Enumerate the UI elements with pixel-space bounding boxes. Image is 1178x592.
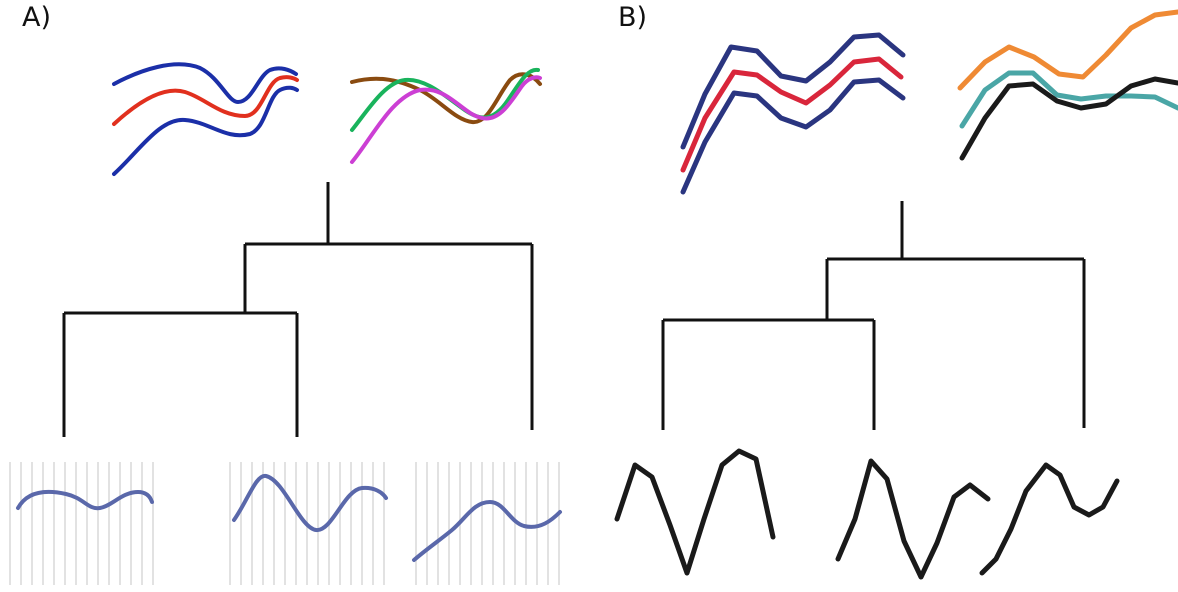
smooth-band-icon [112, 62, 299, 176]
jagged-band-icon [680, 32, 906, 195]
leaf-thumbnail-a1 [9, 462, 154, 585]
jagged-mixed-curves-icon [957, 9, 1178, 161]
jagged-band-upper [680, 32, 906, 150]
band-upper-curve [112, 62, 298, 105]
teal-jagged-curve [959, 70, 1178, 129]
leaf-curve-a3 [412, 499, 562, 562]
jagged-band-center [680, 56, 904, 173]
smooth-leaf-curve-icon [9, 462, 562, 585]
leaf-curve-b1 [614, 448, 776, 576]
panel-a-label: A) [22, 2, 52, 33]
dendrogram-a [62, 182, 534, 437]
dendrogram-b [661, 201, 1086, 430]
leaf-thumbnail-a3 [415, 462, 560, 585]
smooth-crossing-curves-icon [350, 67, 542, 164]
leaf-curve-a2 [232, 474, 388, 532]
jagged-leaf-curve-icon [614, 448, 1120, 580]
jagged-band-lower [680, 77, 906, 195]
leaf-curve-a1 [16, 489, 154, 511]
magenta-curve [350, 75, 542, 164]
black-jagged-curve [959, 76, 1178, 161]
panel-a [9, 62, 562, 585]
orange-jagged-curve [957, 9, 1178, 91]
band-center-curve [112, 75, 299, 126]
panel-b-label: B) [618, 2, 648, 33]
leaf-curve-b2 [835, 458, 991, 580]
band-lower-curve [112, 85, 299, 176]
leaf-curve-b3 [979, 462, 1120, 576]
panel-b [614, 9, 1178, 580]
